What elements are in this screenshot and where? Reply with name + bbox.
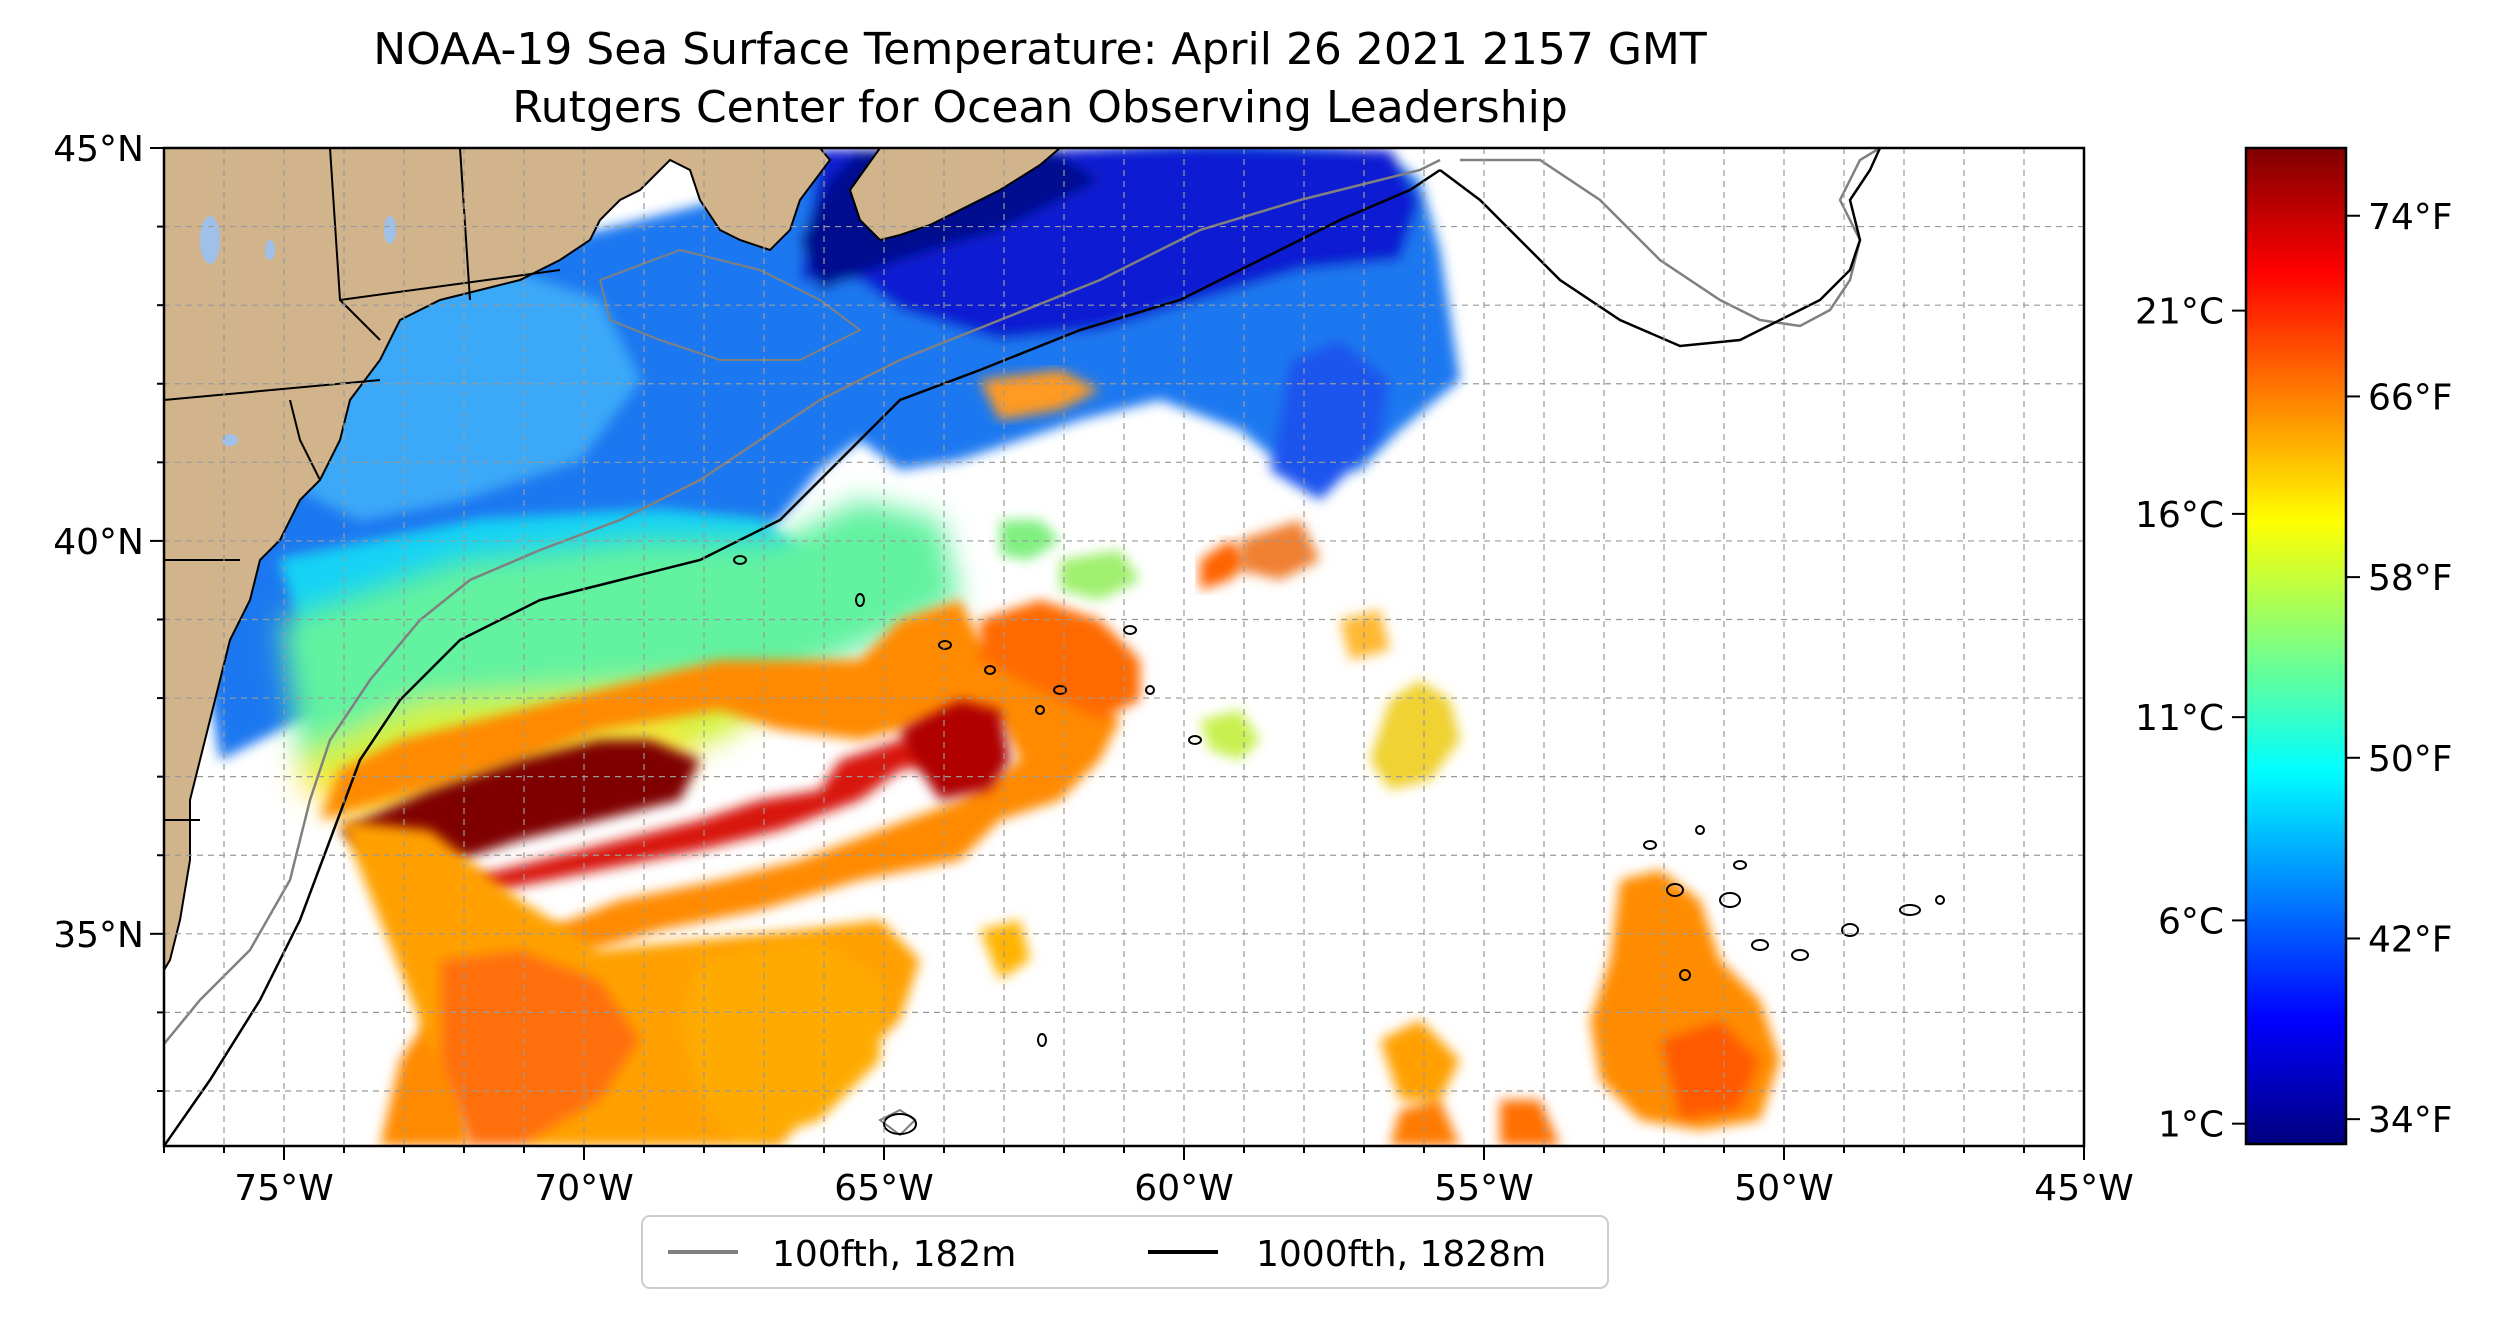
fahrenheit-tick-label: 42°F <box>2368 919 2453 960</box>
lon-tick-label: 60°W <box>1134 1168 1233 1209</box>
colorbar: 1°C 6°C 11°C 16°C 21°C 34°F 42°F 50°F 58°F 66°F 7… <box>2135 146 2453 1146</box>
isobath-1000fth-east <box>1439 148 1882 348</box>
lon-tick-label: 55°W <box>1434 1168 1533 1209</box>
isobath-100fth-east <box>1460 148 1881 328</box>
colorbar-celsius-ticks: 1°C 6°C 11°C 16°C 21°C <box>2135 292 2246 1146</box>
celsius-tick-label: 21°C <box>2135 292 2224 333</box>
fahrenheit-tick-label: 50°F <box>2368 739 2453 780</box>
colorbar-gradient <box>2244 146 2348 1146</box>
longitude-axis: 75°W 70°W 65°W 60°W 55°W 50°W 45°W <box>163 1146 2134 1209</box>
colorbar-fahrenheit-ticks: 34°F 42°F 50°F 58°F 66°F 74°F <box>2346 197 2453 1141</box>
fahrenheit-tick-label: 34°F <box>2368 1100 2453 1141</box>
map-title: NOAA-19 Sea Surface Temperature: April 2… <box>373 24 1707 75</box>
fahrenheit-tick-label: 66°F <box>2368 377 2453 418</box>
legend-box <box>641 1215 1609 1289</box>
isobath-1000fth <box>164 168 1441 1146</box>
isobath-100fth <box>164 158 1441 1045</box>
sst-subtropical <box>340 520 1780 1146</box>
lon-tick-label: 65°W <box>834 1168 933 1209</box>
fahrenheit-tick-label: 58°F <box>2368 558 2453 599</box>
fahrenheit-tick-label: 74°F <box>2368 197 2453 238</box>
inland-lakes <box>200 216 396 446</box>
seamounts-1000fth <box>733 555 1945 1135</box>
nova-scotia-land <box>848 148 1062 242</box>
legend: 100fth, 182m 1000fth, 1828m <box>641 1215 1609 1289</box>
celsius-tick-label: 16°C <box>2135 495 2224 536</box>
lat-tick-label: 40°N <box>53 522 144 563</box>
map-subtitle: Rutgers Center for Ocean Observing Leade… <box>512 82 1568 133</box>
lat-tick-label: 45°N <box>53 129 144 170</box>
lon-tick-label: 75°W <box>234 1168 333 1209</box>
celsius-tick-label: 1°C <box>2158 1105 2224 1146</box>
celsius-tick-label: 6°C <box>2158 901 2224 942</box>
lon-tick-label: 45°W <box>2034 1168 2133 1209</box>
isobath-100fth-georges <box>598 248 862 361</box>
celsius-tick-label: 11°C <box>2135 698 2224 739</box>
latitude-axis: 45°N 40°N 35°N <box>53 129 164 1092</box>
legend-label-100fth: 100fth, 182m <box>772 1234 1016 1275</box>
graticule <box>164 148 2084 1146</box>
lon-tick-label: 70°W <box>534 1168 633 1209</box>
legend-label-1000fth: 1000fth, 1828m <box>1256 1234 1546 1275</box>
sst-map <box>164 148 2084 1146</box>
lat-tick-label: 35°N <box>53 915 144 956</box>
north-american-land <box>164 148 832 972</box>
lon-tick-label: 50°W <box>1734 1168 1833 1209</box>
